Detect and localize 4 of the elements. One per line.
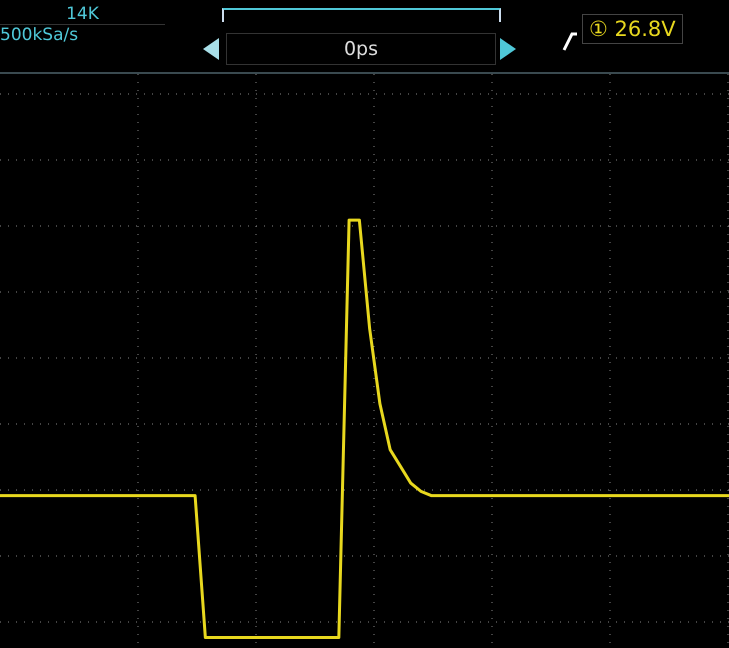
text: 0ps bbox=[226, 33, 496, 65]
text: ① 26.8V bbox=[582, 14, 683, 44]
text: 14K bbox=[0, 4, 165, 25]
text: 500kSa/s bbox=[0, 25, 80, 45]
